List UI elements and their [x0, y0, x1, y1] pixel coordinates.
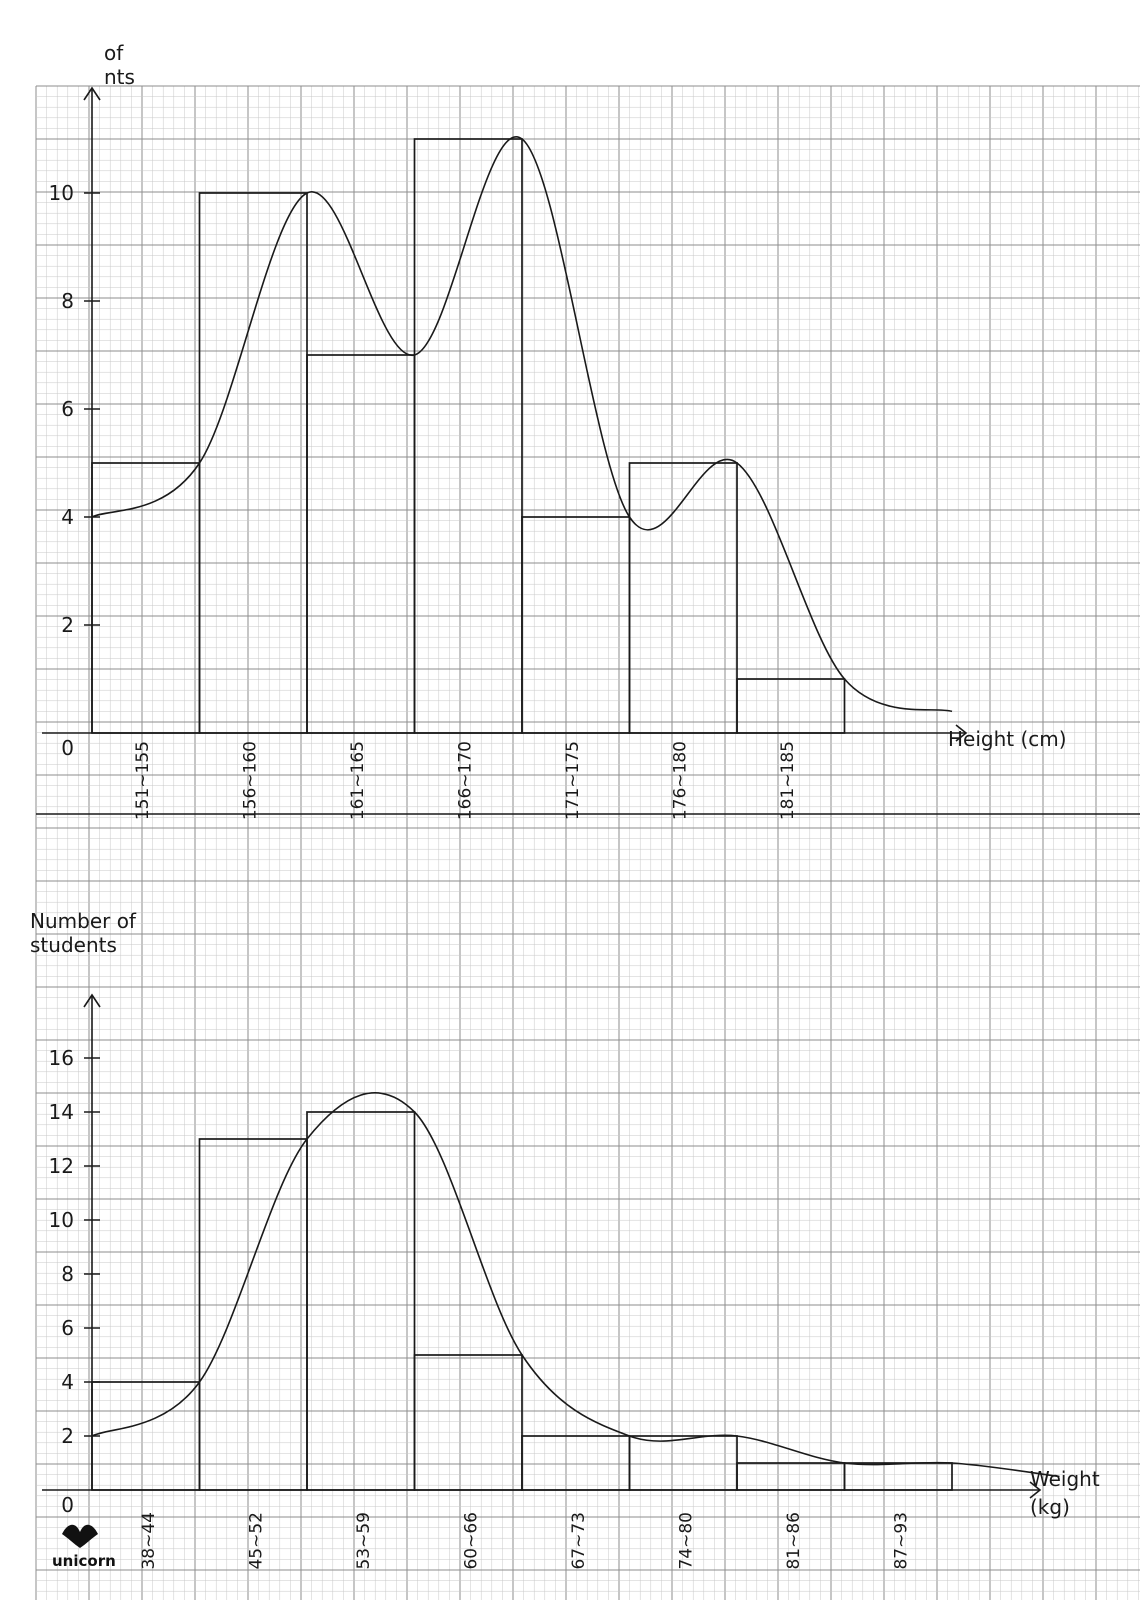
x-axis-arrow — [955, 724, 968, 742]
y-tick-label: 4 — [61, 1370, 74, 1394]
weight-frequency-curve — [91, 1092, 1060, 1478]
bar — [736, 1462, 846, 1491]
x-tick-label: 176~180 — [671, 741, 691, 820]
weight-x-ticks: 38~44 45~52 53~59 60~66 67~73 74~80 81~86 87~93 — [139, 1512, 912, 1570]
height-chart: 0 2 4 6 8 10 151~155 156~160 161~165 166~170 171~… — [42, 41, 1067, 820]
bar — [91, 462, 201, 734]
bar — [91, 1381, 201, 1491]
x-tick-label: 38~44 — [139, 1512, 159, 1570]
y-tick-label: 8 — [61, 289, 74, 313]
bar — [628, 462, 738, 734]
bar — [413, 1354, 523, 1491]
x-tick-label: 161~165 — [348, 741, 368, 820]
x-tick-label: 45~52 — [247, 1512, 267, 1570]
weight-y-ticks: 0 2 4 6 8 10 12 14 16 — [49, 1046, 100, 1517]
y-tick-label: 0 — [61, 736, 74, 760]
y-axis-arrow — [83, 993, 101, 1008]
x-tick-label: 67~73 — [569, 1512, 589, 1570]
height-y-axis-label: of nts — [104, 41, 135, 89]
bar — [628, 1435, 738, 1491]
logo-text: unicorn — [52, 1552, 116, 1570]
y-tick-label: 2 — [61, 1424, 74, 1448]
x-tick-label: 60~66 — [462, 1512, 482, 1570]
unicorn-logo-mark: unicorn — [52, 1524, 116, 1570]
y-tick-label: 6 — [61, 1316, 74, 1340]
x-tick-label: 151~155 — [133, 741, 153, 820]
height-x-ticks: 151~155 156~160 161~165 166~170 171~175 176~1… — [133, 741, 798, 820]
x-tick-label: 81~86 — [784, 1512, 804, 1570]
y-tick-label: 14 — [49, 1100, 74, 1124]
graph-paper-grid — [35, 85, 1140, 1600]
y-tick-label: 6 — [61, 397, 74, 421]
x-tick-label: 156~160 — [241, 741, 261, 820]
weight-x-axis-label: Weight (kg) — [1030, 1467, 1100, 1519]
bar — [198, 1138, 308, 1491]
y-tick-label: 10 — [49, 181, 74, 205]
weight-axes — [42, 993, 1042, 1499]
x-tick-label: 166~170 — [456, 741, 476, 820]
y-tick-label: 0 — [61, 1493, 74, 1517]
y-tick-label: 12 — [49, 1154, 74, 1178]
bar — [736, 678, 846, 734]
y-axis-arrow — [83, 86, 101, 101]
y-tick-label: 16 — [49, 1046, 74, 1070]
y-tick-label: 4 — [61, 505, 74, 529]
x-tick-label: 181~185 — [778, 741, 798, 820]
y-tick-label: 10 — [49, 1208, 74, 1232]
height-frequency-curve — [91, 136, 953, 713]
bar — [521, 1435, 631, 1491]
weight-chart: 0 2 4 6 8 10 12 14 16 38~44 45~52 53~59 60~66 67~73 7… — [30, 909, 1100, 1570]
bar — [306, 354, 416, 734]
x-axis-arrow — [1029, 1481, 1042, 1499]
bar — [843, 1462, 953, 1491]
bar — [306, 1111, 416, 1491]
weight-y-axis-label: Number of students — [30, 909, 137, 957]
weight-bars — [91, 1111, 953, 1491]
height-x-axis-label: Height (cm) — [948, 727, 1067, 751]
y-tick-label: 8 — [61, 1262, 74, 1286]
x-tick-label: 171~175 — [563, 741, 583, 820]
bar — [198, 192, 308, 734]
height-y-ticks: 0 2 4 6 8 10 — [49, 181, 100, 760]
y-tick-label: 2 — [61, 613, 74, 637]
x-tick-label: 87~93 — [892, 1512, 912, 1570]
x-tick-label: 53~59 — [354, 1512, 374, 1570]
x-tick-label: 74~80 — [677, 1512, 697, 1570]
